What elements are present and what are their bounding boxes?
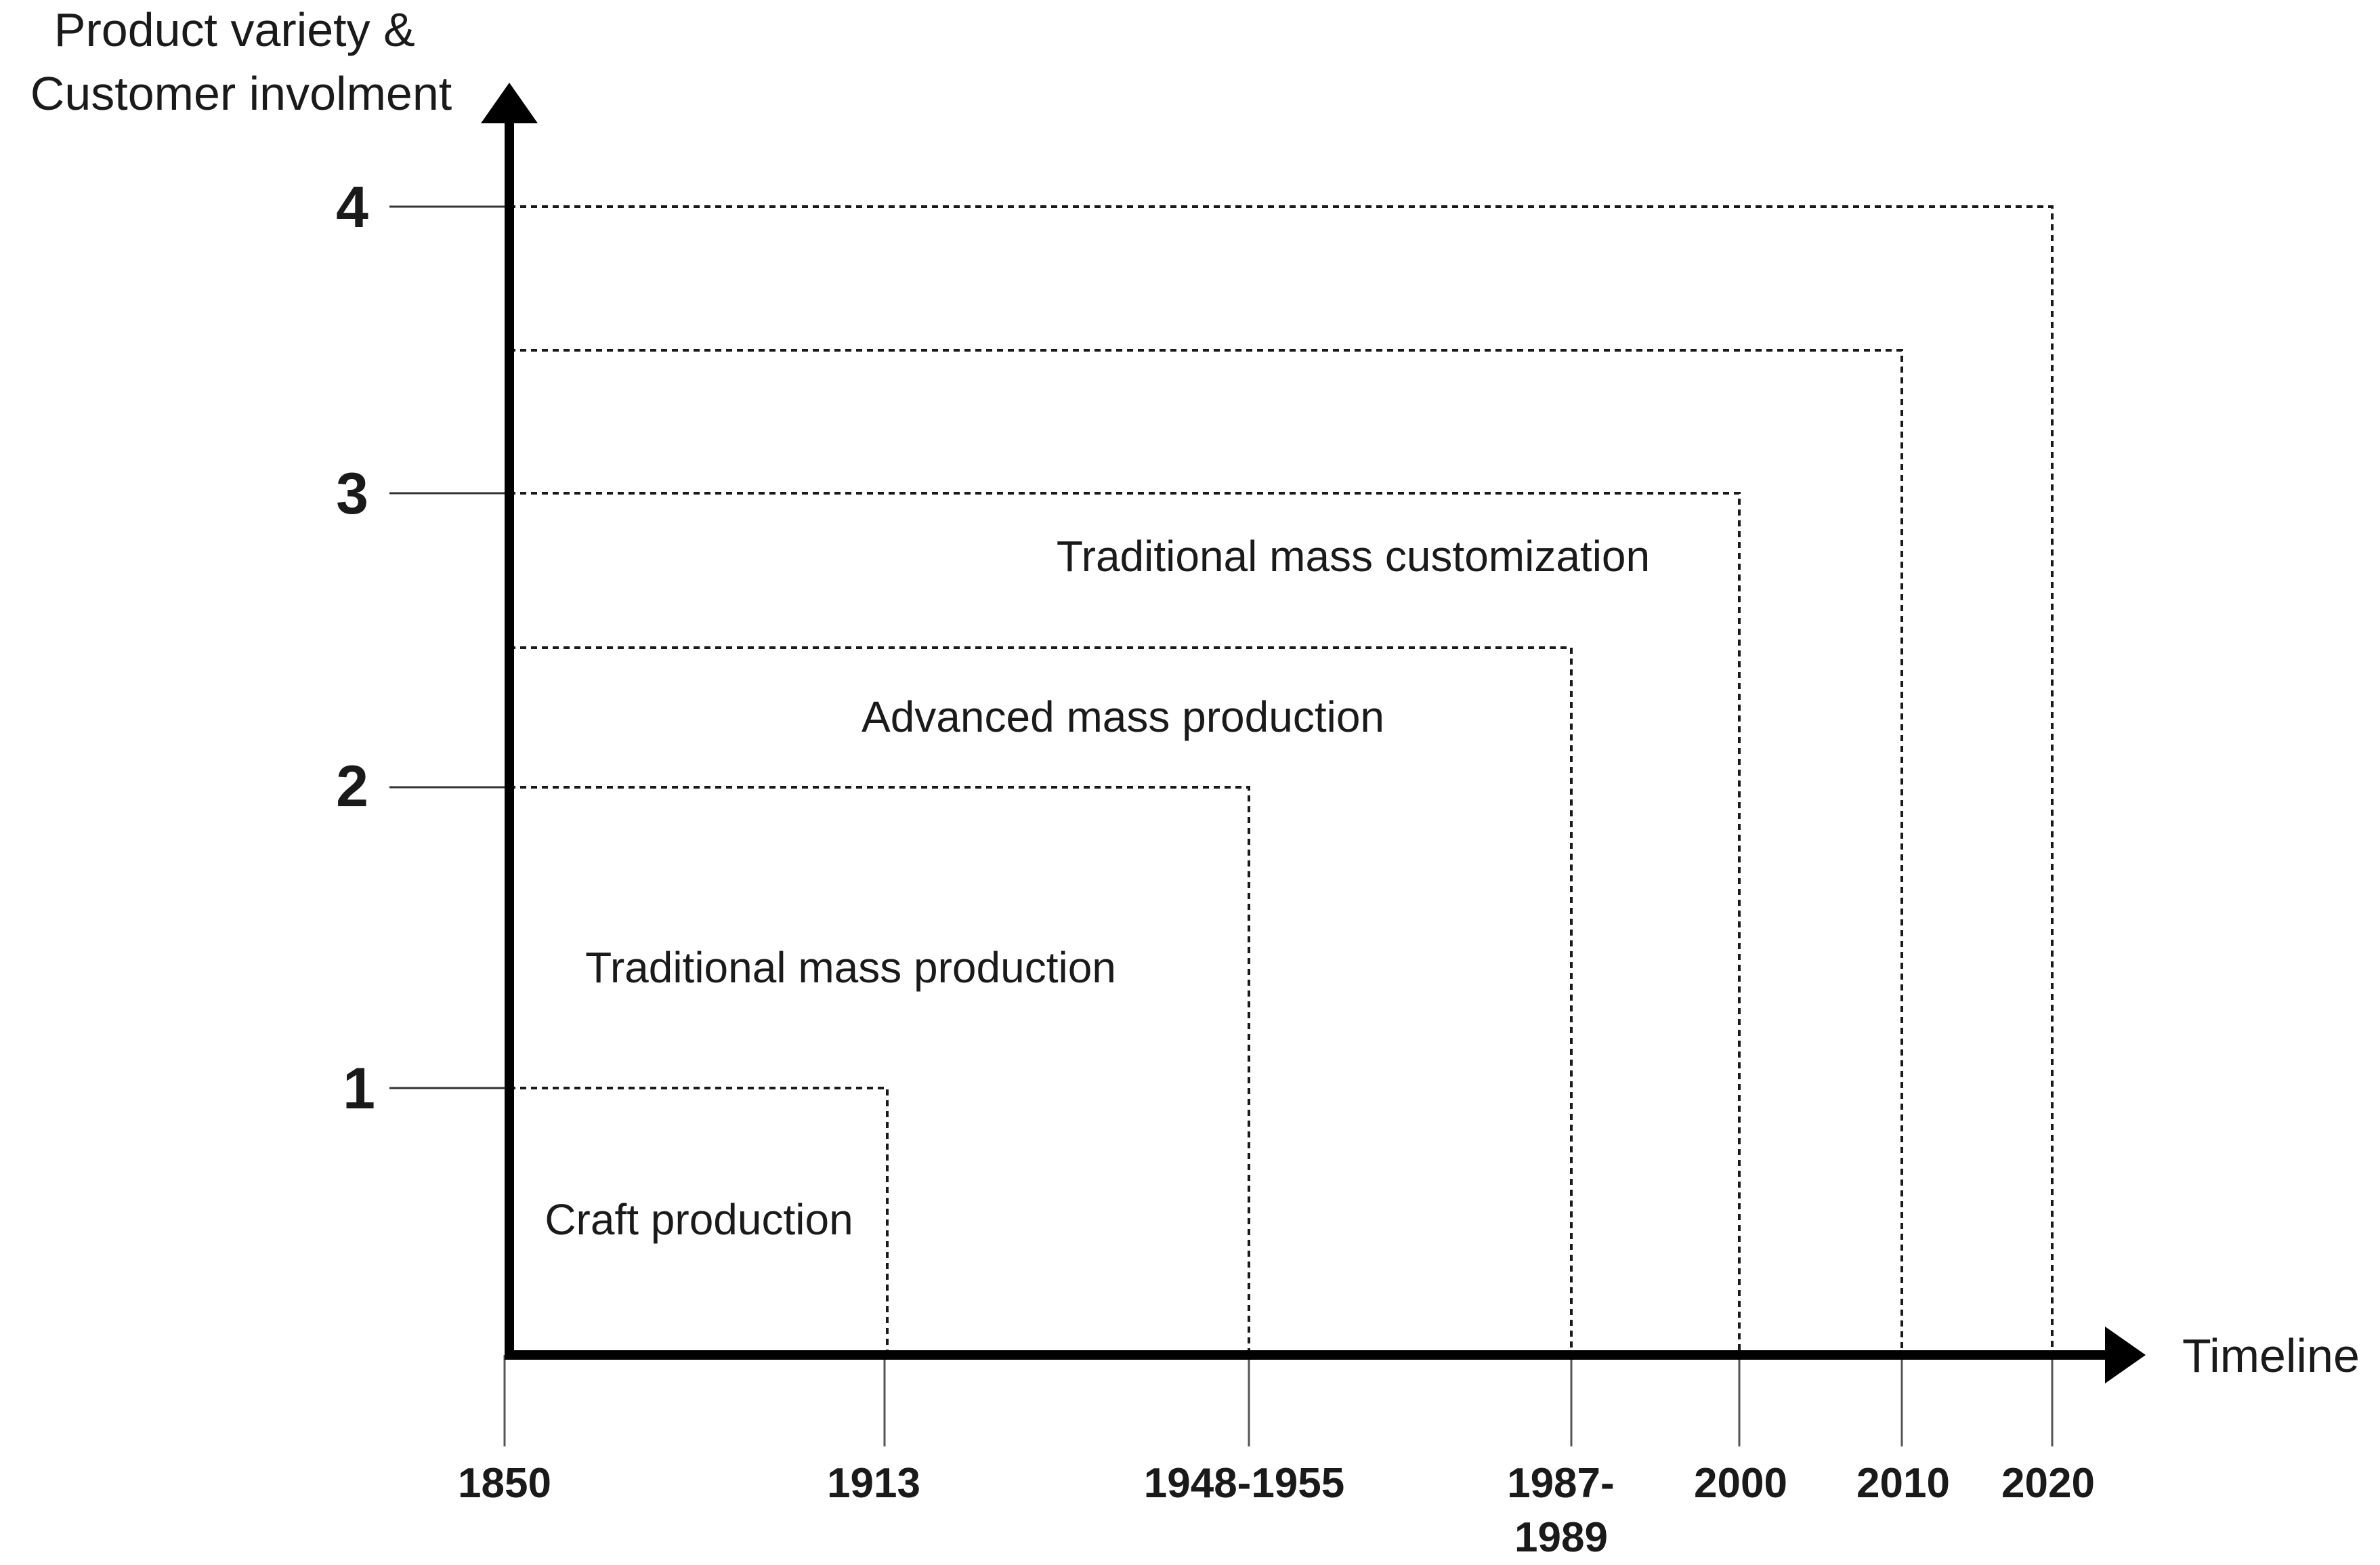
region-label-amp: Advanced mass production [862, 692, 1384, 741]
y-axis-arrowhead [481, 83, 538, 123]
y-tick-label-2: 2 [336, 754, 368, 819]
region-label-emc: Electronic (customer-driven) mass custom… [736, 401, 1671, 450]
y-tick-label-3: 3 [336, 461, 368, 526]
region-labels: Electronic (customer and data-driven) ma… [545, 226, 1866, 1244]
region-label-tmc: Traditional mass customization [1057, 532, 1650, 581]
x-tick-label-1987-1989: 1987- 1989 [1507, 1460, 1626, 1561]
region-amp [508, 646, 1573, 1356]
vertical-label-mass-personalization: mass personalization [1782, 619, 1831, 1026]
x-tick-labels: 1850 1913 1948-1955 1987- 1989 2000 2010… [458, 1460, 2095, 1561]
x-axis-title: Timeline [2182, 1329, 2360, 1382]
x-tick-label-1948-1955: 1948-1955 [1144, 1460, 1345, 1507]
y-tick-label-4: 4 [336, 175, 368, 240]
region-label-tmp: Traditional mass production [585, 943, 1116, 992]
y-axis-title-line-2: Customer involment [30, 67, 452, 120]
y-axis-title-line-1: Product variety & [54, 3, 415, 56]
region-label-emcp: Electronic (customer and data-driven) ma… [738, 226, 1866, 331]
axes [481, 83, 2146, 1383]
x-tick-label-2000: 2000 [1694, 1460, 1787, 1507]
x-tick-label-1850: 1850 [458, 1460, 551, 1507]
y-axis-title: Product variety & Customer involment [30, 3, 452, 120]
y-ticks: 1 2 3 4 [336, 175, 509, 1121]
x-axis-arrowhead [2105, 1327, 2146, 1383]
x-tick-label-2010: 2010 [1856, 1460, 1950, 1507]
region-label-emcp-line-1: Electronic (customer and data-driven) ma… [738, 226, 1854, 275]
x-tick-label-1989: 1989 [1514, 1514, 1608, 1561]
x-tick-label-1987: 1987- [1507, 1460, 1615, 1507]
region-label-craft: Craft production [545, 1195, 853, 1244]
region-tmp [508, 786, 1250, 1356]
axis-titles: Product variety & Customer involment Tim… [30, 3, 2360, 1382]
region-craft [508, 1087, 889, 1356]
region-label-emcp-line-2: and personalization (e-MCP) [1026, 282, 1578, 331]
x-tick-label-2020: 2020 [2001, 1460, 2095, 1507]
y-tick-label-1: 1 [343, 1056, 375, 1121]
x-tick-label-1913: 1913 [827, 1460, 920, 1507]
x-tick-marks [503, 1355, 2054, 1446]
